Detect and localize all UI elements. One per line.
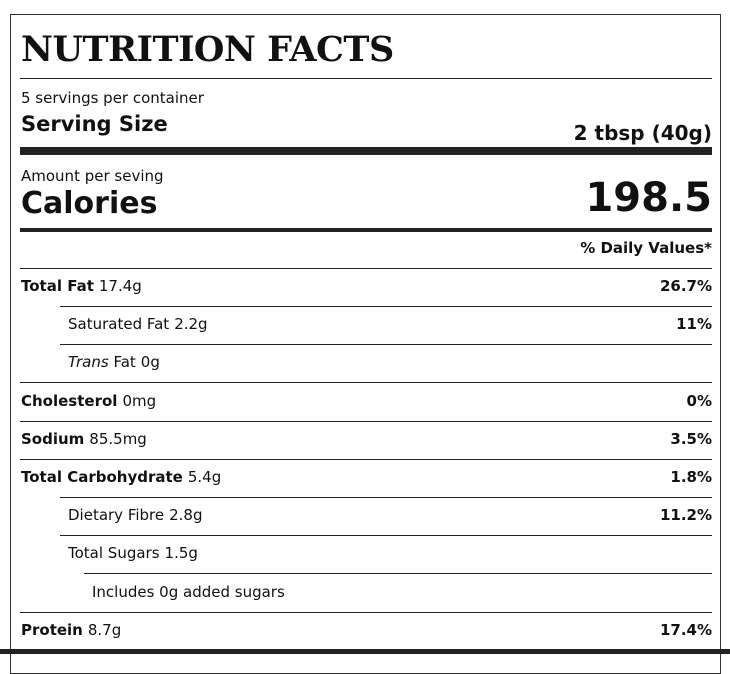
daily-value: 11% bbox=[676, 315, 712, 333]
daily-value: 26.7% bbox=[659, 277, 712, 295]
nutrient-amount: 1.5g bbox=[164, 544, 198, 562]
daily-value: 17.4% bbox=[659, 621, 712, 639]
nutrient-name-italic: Trans bbox=[68, 353, 109, 371]
calories-value: 198.5 bbox=[585, 175, 712, 221]
nutrient-amount: 17.4g bbox=[98, 277, 142, 295]
nutrient-name: Total Fat bbox=[21, 277, 94, 295]
medium-divider bbox=[20, 228, 712, 232]
nutrient-amount: 2.2g bbox=[174, 315, 208, 333]
amount-label: Amount per seving bbox=[21, 167, 164, 185]
nutrient-name: Total Carbohydrate bbox=[21, 468, 183, 486]
nutrient: Total Sugars 1.5g bbox=[68, 546, 198, 561]
servings: 5 servings per container bbox=[21, 89, 204, 107]
nutrient-name: Protein bbox=[21, 621, 83, 639]
nutrient: Protein 8.7g bbox=[21, 623, 121, 638]
nutrient-name: Sodium bbox=[21, 430, 85, 448]
nutrient-name: Cholesterol bbox=[21, 392, 118, 410]
serving-size-value: 2 tbsp (40g) bbox=[573, 121, 712, 145]
divider bbox=[60, 306, 712, 307]
nutrient-name: Dietary Fibre bbox=[68, 506, 165, 524]
divider bbox=[20, 78, 712, 79]
nutrient-amount: 0g bbox=[140, 353, 160, 371]
nutrient-amount: 0mg bbox=[122, 392, 157, 410]
calories-label: Calories bbox=[21, 186, 158, 221]
page: {"header": {"title": "NUTRITION FACTS", … bbox=[0, 14, 730, 674]
bottom-rule bbox=[0, 649, 730, 654]
daily-value: 0% bbox=[686, 392, 712, 410]
nutrient-amount: 2.8g bbox=[169, 506, 203, 524]
nutrient-amount: 8.7g bbox=[87, 621, 122, 639]
serving-size-label: Serving Size bbox=[21, 112, 168, 136]
nutrient: Trans Fat 0g bbox=[68, 355, 160, 370]
daily-values-header: % Daily Values* bbox=[580, 239, 712, 257]
divider bbox=[60, 344, 712, 345]
divider bbox=[20, 421, 712, 422]
nutrient-name: Total Sugars bbox=[68, 544, 160, 562]
body: NUTRITION FACTS 5 servings per container… bbox=[0, 14, 730, 674]
divider bbox=[84, 573, 712, 574]
nutrient: Total Fat 17.4g bbox=[21, 279, 142, 294]
nutrient-name: Saturated Fat bbox=[68, 315, 170, 333]
thick-divider bbox=[20, 147, 712, 155]
nutrient: Saturated Fat 2.2g bbox=[68, 317, 208, 332]
added-sugars: Includes 0g added sugars bbox=[92, 583, 285, 601]
nutrient: Dietary Fibre 2.8g bbox=[68, 508, 203, 523]
nutrition-label: NUTRITION FACTS 5 servings per container… bbox=[0, 14, 730, 674]
daily-value: 11.2% bbox=[659, 506, 712, 524]
nutrient-name: Fat bbox=[113, 353, 136, 371]
divider bbox=[20, 612, 712, 613]
nutrient: Cholesterol 0mg bbox=[21, 394, 156, 409]
daily-value: 1.8% bbox=[670, 468, 712, 486]
divider bbox=[60, 535, 712, 536]
divider bbox=[20, 382, 712, 383]
nutrient-amount: 85.5mg bbox=[89, 430, 147, 448]
divider bbox=[20, 459, 712, 460]
title: NUTRITION FACTS bbox=[21, 29, 394, 70]
divider bbox=[20, 268, 712, 269]
nutrient-amount: 5.4g bbox=[187, 468, 222, 486]
divider bbox=[60, 497, 712, 498]
daily-value: 3.5% bbox=[670, 430, 712, 448]
nutrient: Total Carbohydrate 5.4g bbox=[21, 470, 221, 485]
nutrient: Sodium 85.5mg bbox=[21, 432, 147, 447]
